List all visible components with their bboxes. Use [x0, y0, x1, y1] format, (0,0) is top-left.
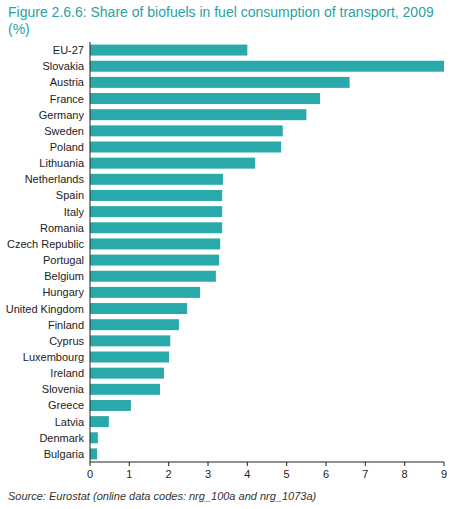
bar: [90, 158, 255, 169]
category-label: Poland: [50, 141, 84, 153]
category-label: Ireland: [50, 367, 84, 379]
bar: [90, 432, 98, 443]
tick-label: 7: [362, 468, 368, 480]
bar: [90, 93, 320, 104]
tick-label: 3: [205, 468, 211, 480]
bar: [90, 190, 222, 201]
category-label: Slovenia: [42, 383, 85, 395]
category-label: EU-27: [53, 44, 84, 56]
bar: [90, 368, 164, 379]
y-axis: [90, 42, 91, 462]
tick-label: 2: [166, 468, 172, 480]
tick: [90, 462, 91, 466]
category-label: Finland: [48, 319, 84, 331]
bar: [90, 287, 200, 298]
bar: [90, 400, 131, 411]
bars: [90, 45, 444, 460]
category-label: Denmark: [39, 432, 84, 444]
tick-label: 0: [87, 468, 93, 480]
tick: [129, 462, 130, 466]
category-label: Hungary: [42, 286, 84, 298]
category-label: United Kingdom: [6, 303, 84, 315]
bar: [90, 109, 306, 120]
bar: [90, 319, 179, 330]
tick: [326, 462, 327, 466]
bar: [90, 206, 222, 217]
source: Source: Eurostat (online data codes: nrg…: [8, 490, 317, 502]
category-label: Cyprus: [49, 335, 84, 347]
tick: [208, 462, 209, 466]
tick: [444, 462, 445, 466]
category-label: Lithuania: [39, 157, 85, 169]
tick-label: 6: [323, 468, 329, 480]
bar: [90, 352, 169, 363]
category-label: Czech Republic: [7, 238, 85, 250]
category-label: Slovakia: [42, 60, 84, 72]
x-axis: [90, 462, 444, 463]
tick: [286, 462, 287, 466]
bar: [90, 174, 223, 185]
category-label: Germany: [39, 109, 85, 121]
tick: [404, 462, 405, 466]
page: Figure 2.6.6: Share of biofuels in fuel …: [0, 0, 457, 509]
category-label: Spain: [56, 189, 84, 201]
title: Figure 2.6.6: Share of biofuels in fuel …: [8, 4, 438, 38]
category-label: Latvia: [55, 416, 85, 428]
chart: EU-27 Slovakia Austria France Germany Sweden P…: [0, 0, 457, 509]
category-label: France: [50, 93, 84, 105]
bar: [90, 271, 216, 282]
bar: [90, 255, 219, 266]
category-label: Netherlands: [25, 173, 85, 185]
category-label: Greece: [48, 399, 84, 411]
tick: [365, 462, 366, 466]
tick: [247, 462, 248, 466]
category-label: Italy: [64, 206, 85, 218]
tick-label: 9: [441, 468, 447, 480]
bar: [90, 222, 222, 233]
bar: [90, 335, 170, 346]
bar: [90, 142, 281, 153]
bar: [90, 45, 247, 56]
bar: [90, 125, 283, 136]
tick-label: 4: [244, 468, 250, 480]
tick-label: 8: [402, 468, 408, 480]
bar: [90, 448, 97, 459]
bar: [90, 77, 350, 88]
bar: [90, 238, 220, 249]
tick: [168, 462, 169, 466]
category-label: Sweden: [44, 125, 84, 137]
category-label: Portugal: [43, 254, 84, 266]
category-label: Romania: [40, 222, 85, 234]
tick-label: 5: [284, 468, 290, 480]
category-label: Austria: [50, 76, 85, 88]
bar: [90, 384, 160, 395]
bar: [90, 303, 187, 314]
category-label: Bulgaria: [44, 448, 85, 460]
bar: [90, 416, 109, 427]
category-label: Luxembourg: [23, 351, 84, 363]
bar: [90, 61, 444, 72]
tick-label: 1: [126, 468, 132, 480]
category-label: Belgium: [44, 270, 84, 282]
